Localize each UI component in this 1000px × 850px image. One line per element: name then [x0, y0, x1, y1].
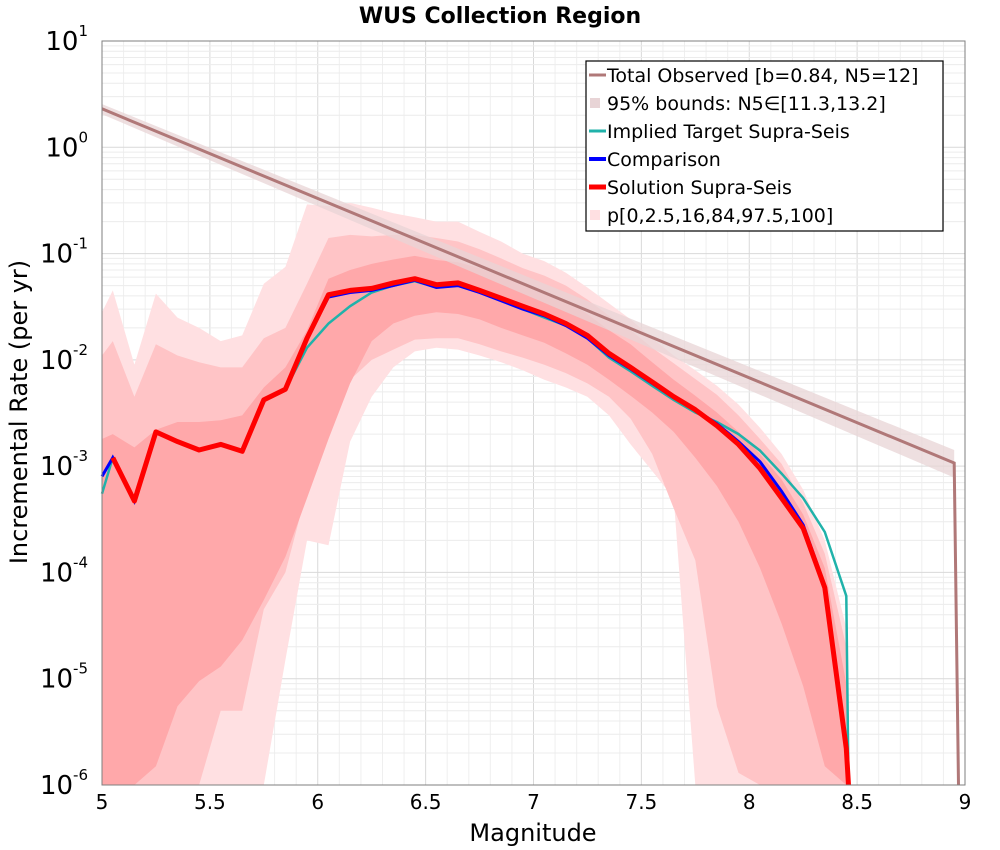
y-tick-label: 10-5 — [40, 660, 88, 695]
x-tick-label: 7 — [527, 790, 540, 814]
legend-label: Solution Supra-Seis — [607, 177, 792, 199]
legend-label: Implied Target Supra-Seis — [607, 121, 850, 143]
plot-frame — [101, 40, 966, 786]
x-tick-label: 6 — [311, 790, 324, 814]
x-tick-label: 5.5 — [194, 790, 226, 814]
x-tick-labels: 5 5.5 6 6.5 7 7.5 8 8.5 9 — [96, 790, 972, 814]
x-tick-label: 5 — [96, 790, 109, 814]
legend-label: Total Observed [b=0.84, N5=12] — [606, 65, 918, 87]
x-tick-label: 7.5 — [625, 790, 657, 814]
legend-box — [585, 60, 944, 232]
y-tick-labels: 10-6 10-5 10-4 10-3 10-2 10-1 100 101 — [40, 22, 88, 801]
y-tick-label: 10-6 — [40, 766, 88, 801]
line-solution — [110, 276, 851, 786]
y-tick-label: 100 — [45, 128, 88, 163]
chart-title: WUS Collection Region — [359, 4, 641, 29]
y-axis-label: Incremental Rate (per yr) — [5, 260, 33, 564]
legend: Total Observed [b=0.84, N5=12] 95% bounds… — [585, 60, 944, 232]
y-tick-label: 10-4 — [40, 553, 88, 588]
x-tick-label: 8.5 — [841, 790, 873, 814]
series-lines — [100, 107, 960, 786]
x-tick-label: 6.5 — [410, 790, 442, 814]
line-total-observed — [101, 107, 960, 786]
y-tick-label: 10-1 — [40, 235, 88, 270]
legend-label: Comparison — [607, 149, 721, 171]
legend-label: p[0,2.5,16,84,97.5,100] — [607, 205, 833, 227]
legend-swatch — [590, 210, 600, 220]
legend-label: 95% bounds: N5∈[11.3,13.2] — [607, 93, 886, 115]
x-tick-label: 8 — [743, 790, 756, 814]
x-tick-label: 9 — [959, 790, 972, 814]
legend-swatch — [590, 98, 600, 108]
x-axis-label: Magnitude — [469, 819, 596, 847]
y-tick-label: 10-3 — [40, 447, 88, 482]
y-tick-label: 10-2 — [40, 341, 88, 376]
y-tick-label: 101 — [45, 22, 88, 57]
